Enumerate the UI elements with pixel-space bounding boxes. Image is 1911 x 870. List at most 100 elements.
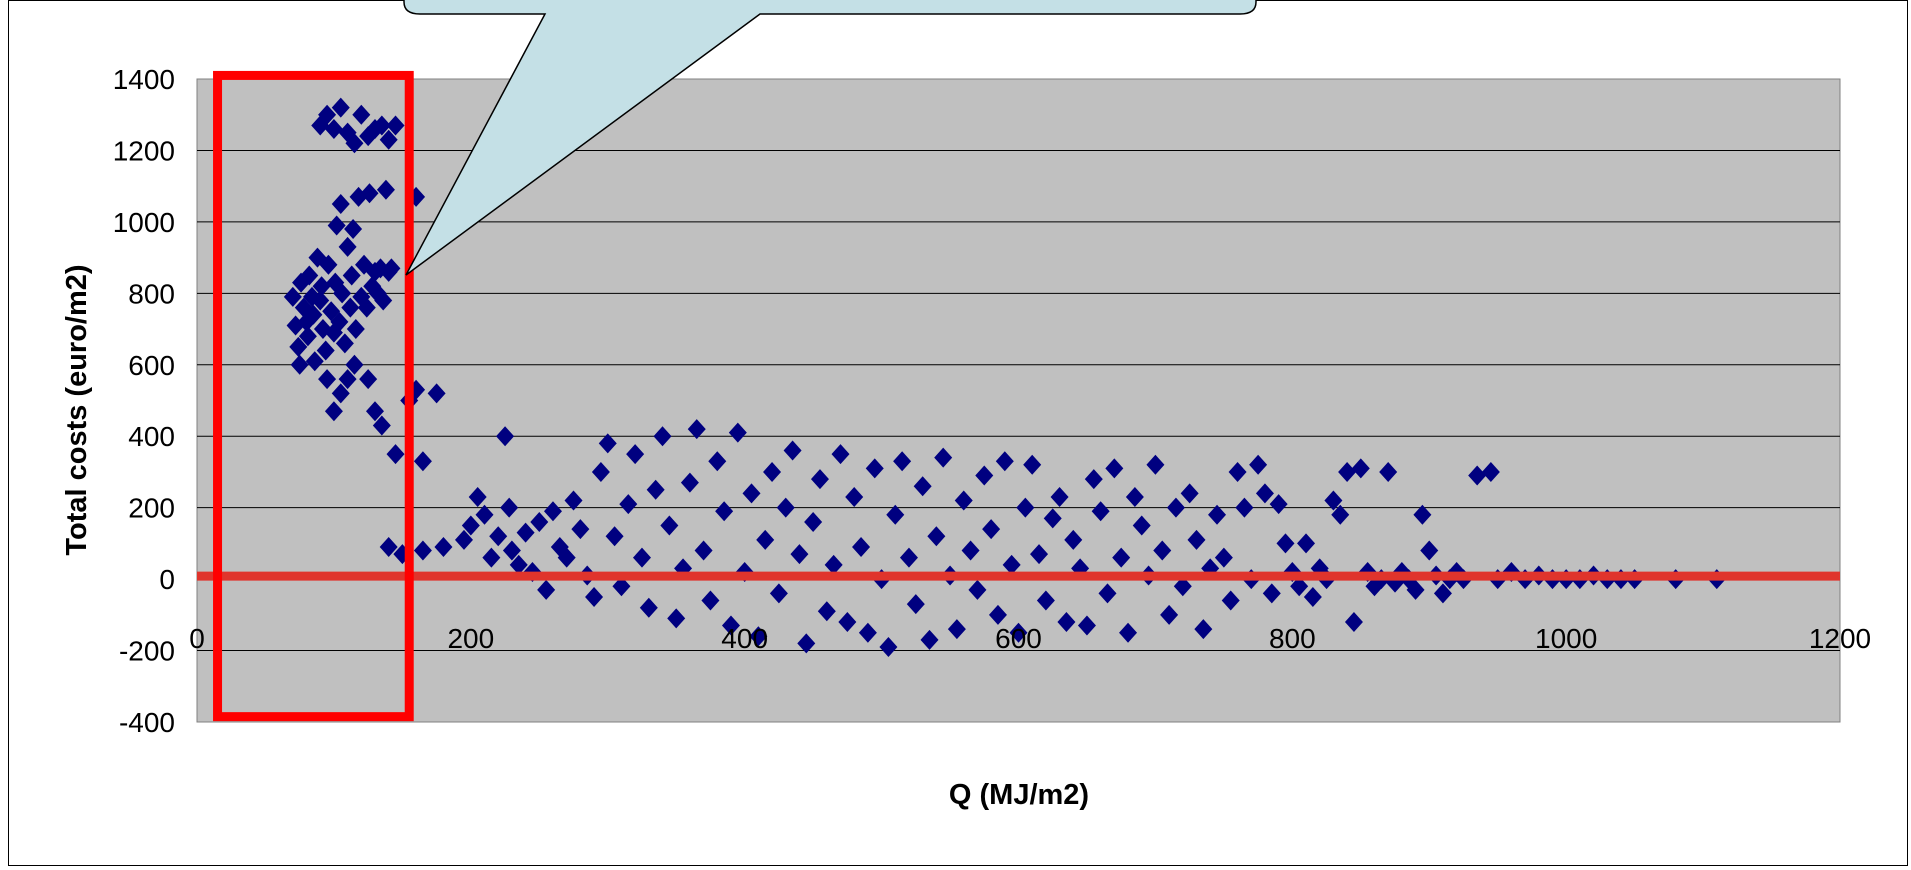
data-point: [605, 526, 624, 547]
data-point: [342, 265, 361, 286]
data-point: [489, 526, 508, 547]
y-axis-tick-labels: -400 -200 0 200 400 600 800 1000 1200 1400: [113, 64, 175, 738]
data-point: [374, 290, 393, 311]
data-point: [756, 529, 775, 550]
data-point: [1125, 486, 1144, 507]
data-point: [667, 608, 686, 629]
data-point: [1468, 465, 1487, 486]
data-point: [468, 486, 487, 507]
data-point: [1228, 461, 1247, 482]
data-point: [341, 297, 360, 318]
data-point: [810, 469, 829, 490]
data-point: [797, 633, 816, 654]
x-axis-title: Q (MJ/m2): [949, 779, 1089, 811]
data-point: [1180, 483, 1199, 504]
data-point: [360, 183, 379, 204]
data-point: [721, 615, 740, 636]
data-point: [817, 601, 836, 622]
data-point: [934, 447, 953, 468]
x-axis-tick-labels: 0 200 400 600 800 1000 1200: [189, 623, 1871, 654]
data-point: [790, 544, 809, 565]
data-point: [824, 554, 843, 575]
data-point: [365, 401, 384, 422]
data-point: [1324, 490, 1343, 511]
data-point: [516, 522, 535, 543]
y-tick-label: 400: [128, 421, 175, 452]
y-tick-label: -400: [119, 707, 175, 738]
data-point: [1030, 544, 1049, 565]
data-point: [1084, 469, 1103, 490]
data-point: [359, 126, 378, 147]
y-tick-label: 0: [159, 564, 175, 595]
data-point: [845, 486, 864, 507]
data-point: [715, 501, 734, 522]
data-point: [331, 194, 350, 215]
y-tick-label: 800: [128, 278, 175, 309]
data-point: [687, 419, 706, 440]
data-point: [852, 536, 871, 557]
data-point: [1173, 576, 1192, 597]
data-point: [804, 511, 823, 532]
y-tick-label: 200: [128, 493, 175, 524]
data-point: [1105, 458, 1124, 479]
data-point: [413, 451, 432, 472]
data-point: [838, 611, 857, 632]
highlight-box: [213, 70, 414, 722]
data-point: [653, 426, 672, 447]
data-point: [585, 586, 604, 607]
data-point: [763, 461, 782, 482]
data-point: [660, 515, 679, 536]
data-point: [913, 476, 932, 497]
data-point: [1112, 547, 1131, 568]
data-point: [319, 254, 338, 275]
data-point: [1221, 590, 1240, 611]
data-point: [1406, 579, 1425, 600]
data-point: [1269, 494, 1288, 515]
data-point: [1433, 583, 1452, 604]
y-tick-label: 1000: [113, 207, 175, 238]
data-point: [311, 290, 330, 311]
data-point: [372, 415, 391, 436]
data-point: [1413, 504, 1432, 525]
data-point: [316, 340, 335, 361]
data-point: [831, 444, 850, 465]
x-tick-label: 800: [1269, 623, 1316, 654]
y-axis-title: Total costs (euro/m2): [61, 264, 93, 555]
data-point: [1043, 508, 1062, 529]
data-point: [530, 511, 549, 532]
data-point: [333, 283, 352, 304]
data-point: [1160, 604, 1179, 625]
data-point: [968, 579, 987, 600]
data-point: [769, 583, 788, 604]
data-point: [961, 540, 980, 561]
data-point: [482, 547, 501, 568]
data-point: [1132, 515, 1151, 536]
data-point: [975, 465, 994, 486]
data-point: [382, 258, 401, 279]
data-point: [639, 597, 658, 618]
data-point: [386, 444, 405, 465]
data-point: [1297, 533, 1316, 554]
data-point: [626, 444, 645, 465]
data-point: [1338, 461, 1357, 482]
y-tick-label: 600: [128, 350, 175, 381]
data-point: [357, 297, 376, 318]
data-point: [1208, 504, 1227, 525]
data-point: [612, 576, 631, 597]
data-point: [1187, 529, 1206, 550]
data-point: [598, 433, 617, 454]
data-point: [858, 622, 877, 643]
data-point: [1036, 590, 1055, 611]
data-point: [1351, 458, 1370, 479]
data-point: [434, 536, 453, 557]
data-point: [344, 219, 363, 240]
data-point: [632, 547, 651, 568]
data-point: [338, 369, 357, 390]
data-point: [305, 351, 324, 372]
data-point: [920, 629, 939, 650]
data-point: [1023, 454, 1042, 475]
data-point: [345, 354, 364, 375]
x-tick-label: 0: [189, 623, 205, 654]
x-tick-label: 400: [721, 623, 768, 654]
